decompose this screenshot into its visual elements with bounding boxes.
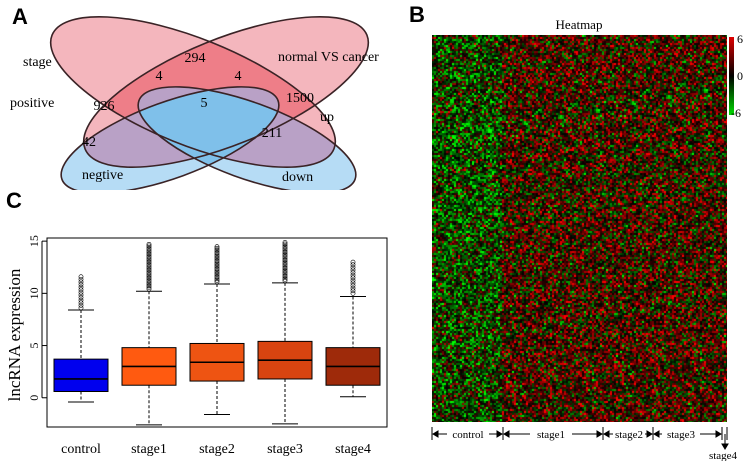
venn-label-up: up <box>320 110 334 125</box>
venn-count-down-only: 211 <box>262 126 282 141</box>
panel-label-c: C <box>6 188 22 213</box>
venn-diagram: stage positive normal VS cancer up negti… <box>10 15 379 190</box>
heatmap-figure: Heatmap 6 0 -6 control stage1 stage2 sta… <box>431 17 743 461</box>
box-stage2 <box>189 244 245 415</box>
venn-label-negtive: negtive <box>82 168 123 183</box>
box-stage1 <box>121 241 177 426</box>
panel-label-b: B <box>409 2 425 27</box>
heatmap-title: Heatmap <box>556 17 603 32</box>
panel-label-a: A <box>12 4 28 29</box>
heatmap-group-stage3: stage3 <box>667 429 696 441</box>
heatmap-scale-mid: 0 <box>737 69 743 83</box>
outliers-stage2 <box>214 244 220 285</box>
heatmap-scale-max: 6 <box>737 32 743 46</box>
heatmap-group-stage4: stage4 <box>709 450 738 461</box>
venn-count-positive-up-down: 4 <box>235 69 242 84</box>
y-tick-label-15: 15 <box>27 235 41 247</box>
venn-count-center: 5 <box>201 96 208 111</box>
x-label-stage3: stage3 <box>267 442 303 457</box>
venn-count-positive-up: 294 <box>185 51 206 66</box>
box-stage3 <box>257 240 313 425</box>
x-label-stage2: stage2 <box>199 442 235 457</box>
boxplot-boxes <box>53 240 381 426</box>
venn-count-up-only: 1500 <box>286 91 314 106</box>
heatmap-group-stage2: stage2 <box>615 429 643 441</box>
venn-count-positive-only: 926 <box>94 99 115 114</box>
heatmap-color-scale <box>729 37 734 115</box>
boxplot-ylabel: lncRNA expression <box>5 268 24 401</box>
y-tick-label-0: 0 <box>27 395 41 401</box>
boxplot-x-labels: control stage1 stage2 stage3 stage4 <box>61 442 371 457</box>
x-label-control: control <box>61 442 101 457</box>
heatmap-scale-min: -6 <box>731 106 741 120</box>
box-iqr-control <box>53 358 109 392</box>
y-tick-label-10: 10 <box>27 287 41 299</box>
heatmap-group-stage1: stage1 <box>537 429 565 441</box>
venn-count-negtive-only: 42 <box>82 135 96 150</box>
x-label-stage1: stage1 <box>131 442 167 457</box>
heatmap-group-control: control <box>452 429 483 441</box>
boxplot-chart: lncRNA expression 0 5 10 15 control stage1 st… <box>5 235 388 457</box>
y-tick-label-5: 5 <box>27 343 41 349</box>
outliers-stage1 <box>146 241 152 292</box>
outliers-control <box>78 274 84 311</box>
box-stage4 <box>325 259 381 398</box>
venn-label-positive: positive <box>10 96 54 111</box>
venn-label-stage: stage <box>23 55 52 70</box>
venn-count-positive-up-negtive: 4 <box>156 69 163 84</box>
x-label-stage4: stage4 <box>335 442 371 457</box>
boxplot-y-axis: 0 5 10 15 <box>27 235 47 401</box>
outliers-stage3 <box>282 240 288 284</box>
heatmap-matrix <box>432 35 727 422</box>
outliers-stage4 <box>350 259 356 296</box>
venn-label-normal-vs-cancer: normal VS cancer <box>278 50 379 65</box>
box-control <box>53 274 109 403</box>
venn-label-down: down <box>282 170 313 185</box>
boxplot-frame <box>46 237 388 428</box>
